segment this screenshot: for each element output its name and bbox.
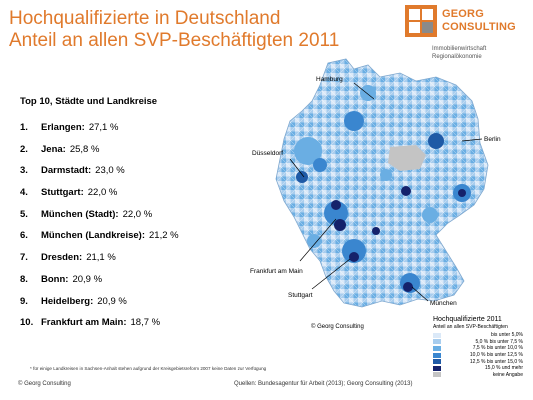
list-item: 5. München (Stadt): 22,0 % [20, 209, 179, 231]
list-value: 18,7 % [130, 317, 161, 329]
city-label-muenchen: München [430, 300, 457, 307]
legend-swatch [433, 352, 441, 358]
list-item: 2. Jena: 25,8 % [20, 144, 179, 166]
berlin-pointer [461, 138, 483, 142]
list-item: 10. Frankfurt am Main: 18,7 % [20, 317, 179, 339]
city-label-stuttgart: Stuttgart [288, 292, 313, 299]
title-line-2: Anteil an allen SVP-Beschäftigten 2011 [9, 30, 340, 51]
city-label-hamburg: Hamburg [316, 76, 343, 83]
logo-sub-2: Regionalökonomie [432, 54, 482, 60]
title-line-1: Hochqualifizierte in Deutschland [9, 8, 281, 29]
list-rank: 7. [20, 252, 28, 264]
legend-label: keine Angabe [492, 371, 523, 378]
no-data-region [388, 145, 426, 171]
list-value: 27,1 % [88, 122, 119, 133]
frankfurt-pointer [299, 218, 337, 262]
legend-swatch [433, 345, 441, 351]
legend-subtitle: Anteil an allen SVP-Beschäftigten [433, 324, 508, 330]
logo-line-2: CONSULTING [442, 21, 516, 33]
list-name: Erlangen: [41, 122, 85, 133]
legend-swatch [433, 339, 441, 345]
legend-swatch [433, 332, 441, 338]
page-title: Hochqualifizierte in Deutschland Anteil … [9, 8, 339, 52]
legend-label: bis unter 5,0% [491, 332, 523, 339]
legend-label: 5,0 % bis unter 7,5 % [475, 338, 523, 345]
list-item: 6. München (Landkreise): 21,2 % [20, 230, 179, 252]
list-rank: 1. [20, 122, 28, 133]
germany-map: Hamburg Berlin Düsseldorf Frankfurt am M… [250, 55, 530, 335]
legend-item: 5,0 % bis unter 7,5 % [433, 339, 531, 346]
legend-label: 15,0 % und mehr [484, 365, 523, 372]
list-name: München (Stadt): [41, 208, 119, 220]
list-name: Dresden: [41, 252, 83, 264]
list-rank: 4. [20, 187, 28, 199]
legend-swatch [433, 365, 441, 371]
list-item: 3. Darmstadt: 23,0 % [20, 165, 179, 187]
stuttgart-pointer [311, 258, 351, 290]
list-name: Stuttgart: [41, 187, 84, 199]
list-name: Darmstadt: [41, 165, 92, 177]
map-legend: Hochqualifizierte 2011 Anteil an allen S… [433, 316, 531, 378]
list-item: 1. Erlangen: 27,1 % [20, 122, 179, 144]
city-label-berlin: Berlin [484, 136, 501, 143]
list-item: 7. Dresden: 21,1 % [20, 252, 179, 274]
list-rank: 5. [20, 208, 28, 220]
legend-label: 12,5 % bis unter 15,0 % [469, 358, 523, 365]
logo-sub-1: Immobilienwirtschaft [432, 46, 487, 52]
muenchen-pointer [411, 286, 429, 302]
hamburg-pointer [353, 82, 375, 100]
list-rank: 9. [20, 295, 28, 307]
germany-outline [275, 58, 489, 308]
list-name: Frankfurt am Main: [41, 317, 127, 329]
list-rank: 3. [20, 165, 28, 177]
list-item: 9. Heidelberg: 20,9 % [20, 296, 179, 318]
legend-item: 7,5 % bis unter 10,0 % [433, 345, 531, 352]
duesseldorf-pointer [289, 158, 305, 178]
logo-mark-icon [405, 5, 437, 37]
list-value: 23,0 % [95, 165, 125, 177]
list-rank: 2. [20, 143, 28, 155]
footer-copyright: © Georg Consulting [18, 381, 71, 387]
list-value: 20,9 % [97, 295, 127, 307]
legend-swatch [433, 359, 441, 365]
legend-swatch [433, 372, 441, 378]
logo-tagline: Immobilienwirtschaft Regionalökonomie [432, 45, 486, 61]
list-item: 4. Stuttgart: 22,0 % [20, 187, 179, 209]
logo-line-1: GEORG [442, 8, 484, 20]
list-name: Bonn: [41, 273, 69, 285]
list-value: 20,9 % [72, 273, 103, 285]
city-label-frankfurt: Frankfurt am Main [250, 268, 303, 275]
list-value: 21,2 % [149, 230, 179, 242]
logo-wordmark: GEORG CONSULTING [442, 8, 516, 34]
footnote: * für einige Landkreisen in Sachsen-Anha… [30, 366, 267, 371]
legend-item: keine Angabe [433, 372, 531, 379]
legend-label: 7,5 % bis unter 10,0 % [472, 345, 523, 352]
list-rank: 10. [20, 317, 34, 329]
list-item: 8. Bonn: 20,9 % [20, 274, 179, 296]
city-label-duesseldorf: Düsseldorf [252, 150, 283, 157]
map-copyright: © Georg Consulting [311, 324, 364, 330]
list-name: Jena: [41, 143, 66, 155]
list-rank: 6. [20, 230, 28, 242]
legend-item: 10,0 % bis unter 12,5 % [433, 352, 531, 359]
legend-title: Hochqualifizierte 2011 [433, 316, 502, 323]
footer-source: Quellen: Bundesagentur für Arbeit (2013)… [234, 381, 413, 387]
legend-label: 10,0 % bis unter 12,5 % [469, 352, 523, 359]
list-value: 25,8 % [69, 143, 100, 155]
list-value: 22,0 % [87, 187, 118, 199]
georg-consulting-logo: GEORG CONSULTING Immobilienwirtschaft Re… [405, 5, 525, 65]
list-rank: 8. [20, 273, 28, 285]
list-name: Heidelberg: [41, 295, 94, 307]
top-ten-list: 1. Erlangen: 27,1 % 2. Jena: 25,8 % 3. Darmst… [20, 122, 179, 339]
list-value: 22,0 % [122, 208, 153, 220]
legend-item: 12,5 % bis unter 15,0 % [433, 358, 531, 365]
list-name: München (Landkreise): [41, 230, 145, 242]
germany-map-svg: Hamburg Berlin Düsseldorf Frankfurt am M… [250, 58, 501, 308]
list-value: 21,1 % [86, 252, 116, 264]
legend-item: 15,0 % und mehr [433, 365, 531, 372]
list-heading: Top 10, Städte und Landkreise [20, 96, 158, 107]
legend-item: bis unter 5,0% [433, 332, 531, 339]
